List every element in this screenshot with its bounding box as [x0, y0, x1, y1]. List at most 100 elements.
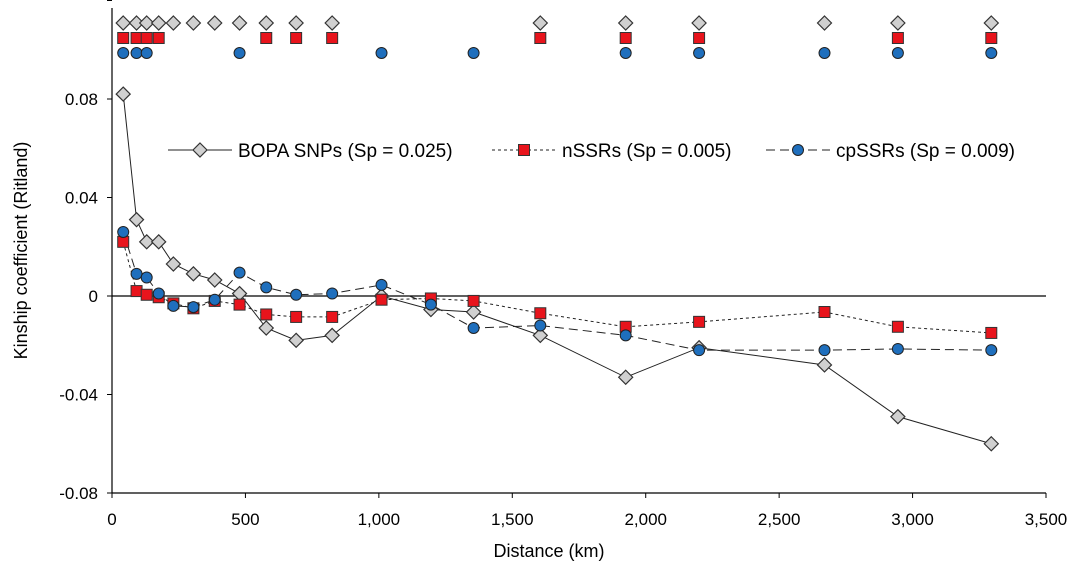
- cpssrs-point: [260, 281, 273, 294]
- bopa-snps-point: [128, 211, 145, 228]
- bopa-snps-point: [465, 304, 482, 320]
- cpssrs-point: [375, 278, 388, 291]
- cpssrs-point: [208, 293, 221, 306]
- cpssrs-significance-marker: [891, 47, 904, 59]
- bopa-snps-significance-marker: [138, 15, 155, 31]
- cpssrs-significance-marker: [130, 47, 143, 59]
- nssrs-legend-label: nSSRs (Sp = 0.005): [562, 141, 732, 162]
- nssrs-significance-marker: [117, 32, 130, 44]
- x-tick-label: 3,500: [1025, 510, 1068, 529]
- cpssrs-point: [891, 342, 904, 355]
- bopa-snps-significance-marker: [691, 15, 707, 31]
- x-tick-label: 1,000: [358, 510, 401, 529]
- nssrs-point: [818, 306, 831, 319]
- nssrs-line: [122, 241, 992, 334]
- y-tick-label: -0.08: [59, 484, 98, 503]
- nssrs-significance-marker: [152, 32, 165, 44]
- y-tick-label: -0.04: [59, 386, 98, 405]
- y-axis-title: Kinship coefficient (Ritland): [11, 142, 31, 360]
- axes: -0.08 -0.04 0 0.04 0.08 0 500 1,000 1,500 2,000 2,…: [59, 0, 1068, 529]
- cpssrs-legend-label: cpSSRs (Sp = 0.009): [836, 141, 1015, 162]
- cpssrs-point: [467, 322, 480, 335]
- cpssrs-point: [693, 344, 706, 357]
- cpssrs-point: [818, 344, 831, 357]
- bopa-snps-point: [115, 86, 132, 102]
- y-tick-label: 0.08: [65, 90, 98, 109]
- cpssrs-point: [619, 329, 632, 342]
- nssrs-significance-marker: [534, 32, 547, 44]
- x-tick-label: 0: [107, 510, 116, 529]
- nssrs-point: [326, 310, 339, 323]
- cpssrs-point: [534, 319, 547, 332]
- bopa-snps-point: [532, 327, 549, 344]
- cpssrs-point: [290, 288, 303, 301]
- bopa-snps-legend-marker: [192, 142, 208, 158]
- nssrs-significance-marker: [985, 32, 998, 44]
- x-tick-label: 500: [231, 510, 259, 529]
- bopa-snps-point: [231, 285, 248, 302]
- nssrs-significance-marker: [290, 32, 303, 44]
- cpssrs-point: [187, 301, 200, 314]
- series-markers: [115, 86, 1000, 452]
- cpssrs-line: [122, 231, 992, 351]
- nssrs-significance-marker: [693, 32, 706, 44]
- bopa-snps-significance-marker: [231, 15, 248, 31]
- cpssrs-significance-marker: [140, 47, 153, 59]
- significance-markers: [115, 15, 1000, 59]
- y-tick-label: 0.04: [65, 189, 98, 208]
- x-tick-label: 3,000: [891, 510, 934, 529]
- x-tick-label: 2,500: [758, 510, 801, 529]
- nssrs-point: [290, 310, 303, 323]
- bopa-snps-point: [617, 369, 634, 386]
- cpssrs-point: [424, 298, 437, 311]
- nssrs-significance-marker: [130, 32, 143, 44]
- cpssrs-point: [152, 287, 165, 300]
- cpssrs-significance-marker: [117, 47, 130, 59]
- nssrs-significance-marker: [260, 32, 273, 44]
- y-tick-label: 0: [89, 287, 98, 306]
- bopa-snps-significance-marker: [185, 15, 202, 31]
- nssrs-point: [260, 308, 273, 321]
- nssrs-point: [233, 298, 246, 311]
- nssrs-significance-marker: [619, 32, 632, 44]
- bopa-snps-point: [324, 327, 341, 344]
- nssrs-point: [985, 326, 998, 339]
- legend: BOPA SNPs (Sp = 0.025) nSSRs (Sp = 0.005)…: [168, 141, 1015, 162]
- cpssrs-significance-marker: [375, 47, 388, 59]
- bopa-snps-significance-marker: [890, 15, 906, 31]
- cpssrs-point: [117, 225, 130, 238]
- bopa-snps-point: [983, 435, 1000, 452]
- bopa-snps-point: [206, 272, 223, 288]
- bopa-snps-significance-marker: [258, 15, 275, 31]
- bopa-snps-significance-marker: [206, 15, 223, 31]
- bopa-snps-point: [890, 408, 906, 425]
- nssrs-significance-marker: [891, 32, 904, 44]
- bopa-snps-significance-marker: [617, 15, 634, 31]
- nssrs-point: [534, 307, 547, 320]
- bopa-snps-point: [138, 233, 155, 250]
- cpssrs-point: [130, 267, 143, 280]
- cpssrs-significance-marker: [233, 47, 246, 59]
- bopa-snps-significance-marker: [150, 15, 167, 31]
- cpssrs-significance-marker: [985, 47, 998, 59]
- bopa-snps-significance-marker: [165, 15, 182, 31]
- bopa-snps-point: [258, 320, 275, 336]
- cpssrs-significance-marker: [619, 47, 632, 59]
- x-tick-label: 1,500: [491, 510, 534, 529]
- cpssrs-point: [167, 299, 180, 312]
- bopa-snps-significance-marker: [816, 15, 833, 31]
- bopa-snps-significance-marker: [983, 15, 1000, 31]
- bopa-snps-point: [816, 357, 833, 373]
- bopa-snps-point: [288, 332, 304, 349]
- nssrs-point: [467, 294, 480, 307]
- cpssrs-point: [233, 266, 246, 279]
- nssrs-point: [693, 315, 706, 328]
- bopa-snps-point: [165, 256, 182, 272]
- bopa-snps-legend-label: BOPA SNPs (Sp = 0.025): [238, 141, 453, 162]
- bopa-snps-significance-marker: [115, 15, 132, 31]
- cpssrs-significance-marker: [467, 47, 480, 59]
- cpssrs-significance-marker: [693, 47, 706, 59]
- nssrs-significance-marker: [140, 32, 153, 44]
- nssrs-point: [375, 293, 388, 306]
